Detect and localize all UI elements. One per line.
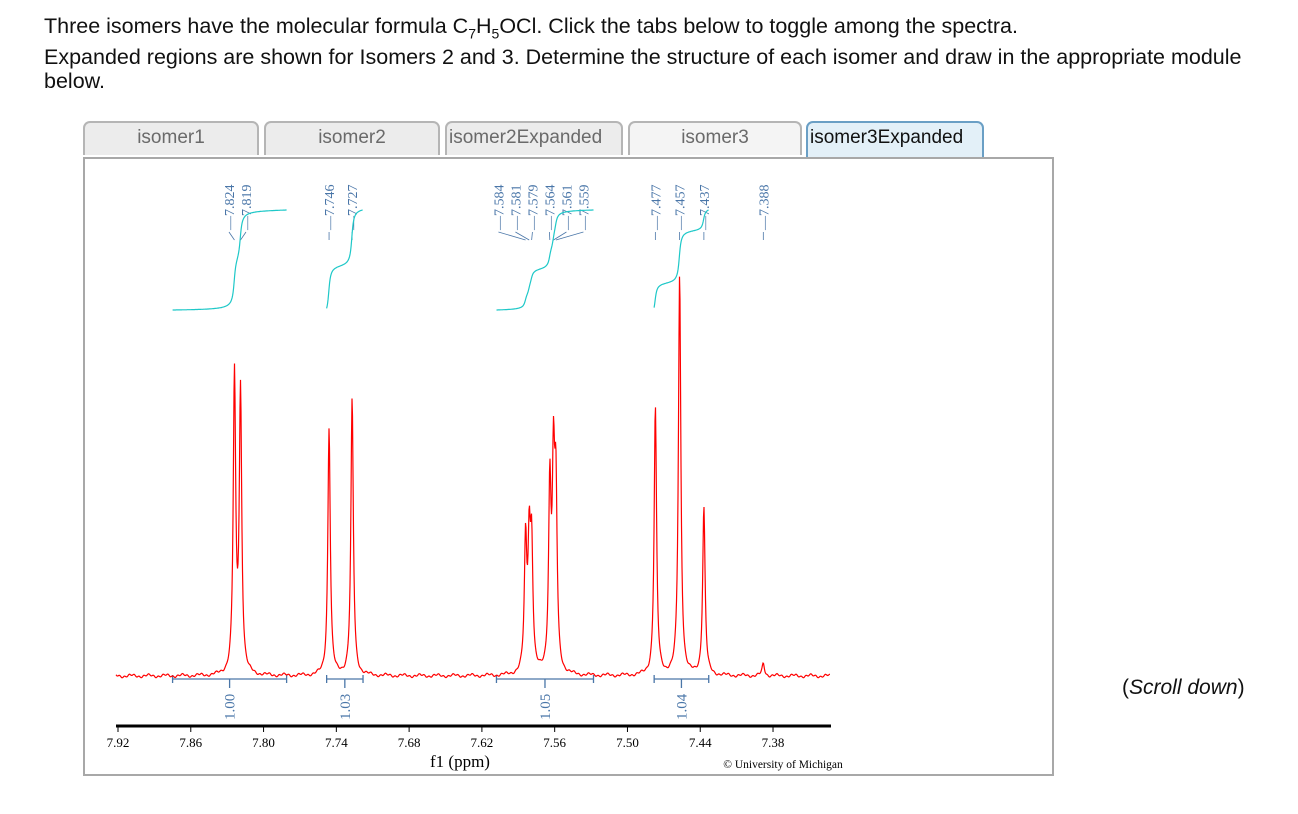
peak-label: —7.388 bbox=[757, 185, 772, 232]
paren: ) bbox=[1237, 676, 1245, 699]
peak-label-leader bbox=[555, 231, 584, 241]
x-tick-label: 7.80 bbox=[252, 735, 275, 750]
x-tick-label: 7.44 bbox=[689, 735, 712, 750]
peak-label-leader bbox=[553, 231, 567, 241]
scroll-hint-text: Scroll down bbox=[1129, 676, 1238, 699]
question-line2: Expanded regions are shown for Isomers 2… bbox=[44, 45, 1242, 94]
peak-label: —7.561 bbox=[560, 185, 575, 232]
peak-label: —7.579 bbox=[526, 185, 541, 232]
tab-isomer1[interactable]: isomer1 bbox=[83, 121, 259, 155]
x-tick-label: 7.56 bbox=[543, 735, 566, 750]
subscript: 7 bbox=[468, 25, 476, 42]
peak-label-leader bbox=[531, 231, 533, 241]
integral-value: 1.04 bbox=[674, 693, 690, 720]
spectrum-panel bbox=[83, 157, 1054, 776]
x-tick-label: 7.62 bbox=[471, 735, 494, 750]
peak-label: —7.457 bbox=[674, 185, 689, 232]
tab-isomer3[interactable]: isomer3 bbox=[628, 121, 802, 155]
x-axis-label: f1 (ppm) bbox=[430, 752, 490, 771]
peak-label: —7.746 bbox=[323, 185, 338, 232]
x-tick-label: 7.74 bbox=[325, 735, 348, 750]
x-tick-label: 7.50 bbox=[616, 735, 639, 750]
copyright: © University of Michigan bbox=[723, 759, 843, 771]
integral-value: 1.03 bbox=[338, 694, 354, 720]
x-tick-label: 7.38 bbox=[762, 735, 785, 750]
peak-label: —7.824 bbox=[223, 185, 238, 232]
question-line1: OCl. Click the tabs below to toggle amon… bbox=[499, 14, 1018, 38]
peak-label-leader bbox=[228, 231, 235, 241]
peak-label-leader bbox=[515, 231, 530, 241]
subscript: 5 bbox=[491, 25, 500, 42]
peak-label-leader bbox=[240, 231, 247, 241]
peak-label: —7.559 bbox=[577, 185, 592, 232]
tab-isomer2[interactable]: isomer2 bbox=[264, 121, 440, 155]
x-tick-label: 7.68 bbox=[398, 735, 421, 750]
integral-curve bbox=[326, 209, 363, 309]
x-tick-label: 7.86 bbox=[179, 735, 202, 750]
paren: ( bbox=[1122, 676, 1129, 699]
question-text: Three isomers have the molecular formula… bbox=[44, 14, 1264, 93]
peak-label: —7.437 bbox=[698, 185, 713, 232]
scroll-hint: (Scroll down) bbox=[1122, 676, 1245, 700]
integral-curve bbox=[172, 209, 287, 311]
question-line1: Three isomers have the molecular formula… bbox=[44, 14, 469, 38]
peak-label: —7.477 bbox=[649, 185, 664, 232]
tab-isomer3-expanded[interactable]: isomer3Expanded bbox=[806, 121, 984, 159]
integral-value: 1.05 bbox=[538, 694, 554, 720]
integral-curve bbox=[496, 209, 594, 311]
spectrum-line bbox=[115, 276, 830, 679]
peak-label: —7.727 bbox=[346, 185, 361, 232]
integral-curve bbox=[653, 209, 709, 308]
x-tick-label: 7.92 bbox=[107, 735, 130, 750]
integral-value: 1.00 bbox=[223, 694, 239, 720]
peak-label-leader bbox=[498, 231, 526, 241]
question-line1: H bbox=[476, 14, 492, 38]
peak-label: —7.581 bbox=[509, 185, 524, 232]
tab-isomer2-expanded[interactable]: isomer2Expanded bbox=[445, 121, 623, 155]
peak-label: —7.584 bbox=[492, 185, 507, 232]
peak-label: —7.564 bbox=[543, 185, 558, 232]
